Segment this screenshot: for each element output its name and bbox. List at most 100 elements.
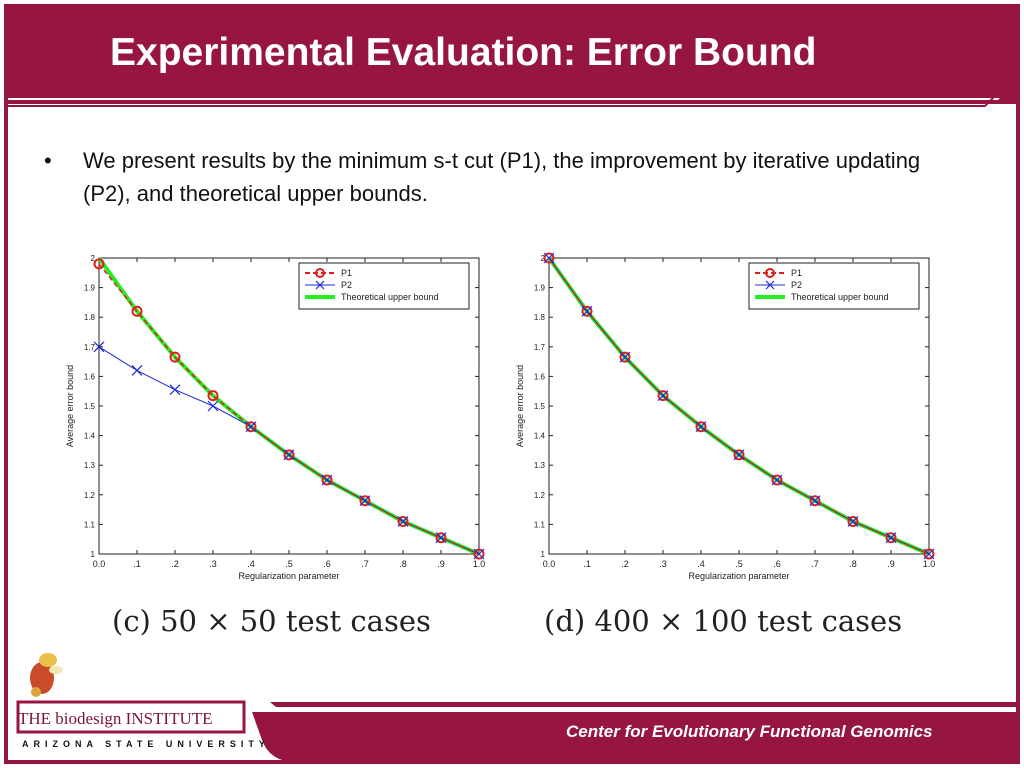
legend-p2-marker	[765, 280, 775, 290]
x-tick-label: .1	[133, 559, 141, 569]
p1-point	[847, 515, 859, 527]
p2-point-stroke	[581, 305, 593, 317]
y-tick-label: 1.6	[84, 372, 96, 381]
p2-point-stroke	[473, 548, 485, 560]
p2-point	[809, 495, 821, 507]
p2-point	[473, 548, 485, 560]
p2-point	[169, 384, 181, 396]
chart-caption-d: (d) 400 × 100 test cases	[544, 604, 903, 638]
x-tick-label: .8	[849, 559, 857, 569]
p1-point	[885, 532, 897, 544]
bullet-text: We present results by the minimum s-t cu…	[83, 148, 921, 206]
p2-point	[283, 449, 295, 461]
header-band	[6, 6, 1018, 98]
x-tick-label: .6	[773, 559, 781, 569]
header-underline	[6, 80, 1018, 104]
y-axis-label: Average error bound	[65, 365, 75, 447]
p1-point	[543, 252, 555, 264]
p2-point-stroke	[321, 474, 333, 486]
y-tick-label: 1.9	[534, 284, 546, 293]
x-tick-label: 1.0	[923, 559, 936, 569]
y-tick-label: 1.2	[84, 491, 96, 500]
p1-point	[581, 305, 593, 317]
legend-p2-label: P2	[791, 280, 802, 290]
p2-point-stroke	[245, 421, 257, 433]
x-tick-label: .2	[621, 559, 629, 569]
y-tick-label: 1.8	[84, 313, 96, 322]
legend-p1-marker	[765, 268, 775, 278]
p1-point	[733, 449, 745, 461]
logo-university-text: ARIZONA STATE UNIVERSITY	[22, 739, 270, 749]
logo-figure-icon	[30, 653, 63, 697]
p2-point	[93, 341, 105, 353]
x-tick-label: .5	[285, 559, 293, 569]
p2-point	[771, 474, 783, 486]
x-tick-label: .9	[887, 559, 895, 569]
legend-p2-label: P2	[341, 280, 352, 290]
x-axis-label: Regularization parameter	[238, 571, 339, 581]
legend-p1-label: P1	[341, 268, 352, 278]
x-tick-label: .1	[583, 559, 591, 569]
x-tick-label: 1.0	[473, 559, 486, 569]
p1-point	[283, 449, 295, 461]
y-tick-label: 1.1	[534, 520, 546, 529]
x-tick-label: 0.0	[543, 559, 556, 569]
y-tick-label: 2	[91, 254, 96, 263]
p2-point	[435, 532, 447, 544]
y-tick-label: 1.1	[84, 520, 96, 529]
p2-point	[207, 400, 219, 412]
p2-point-stroke	[733, 449, 745, 461]
y-tick-label: 1.5	[84, 402, 96, 411]
p2-point-stroke	[207, 400, 219, 412]
p2-point-stroke	[923, 548, 935, 560]
footer-center-name: Center for Evolutionary Functional Genom…	[566, 722, 933, 741]
p1-point	[619, 351, 631, 363]
p2-point-stroke	[543, 252, 555, 264]
legend-box	[748, 262, 920, 310]
footer-band	[252, 712, 1018, 762]
p2-point-stroke	[885, 532, 897, 544]
p2-point-stroke	[695, 421, 707, 433]
y-tick-label: 1.3	[84, 461, 96, 470]
y-tick-label: 1	[541, 550, 546, 559]
p2-point-stroke	[283, 449, 295, 461]
x-tick-label: .3	[209, 559, 217, 569]
legend-bound-label: Theoretical upper bound	[791, 292, 889, 302]
logo-institute-text: THE biodesign INSTITUTE	[18, 709, 213, 728]
x-tick-label: .8	[399, 559, 407, 569]
series-line-p1	[98, 263, 480, 555]
p2-point	[131, 365, 143, 376]
y-tick-label: 1.6	[534, 372, 546, 381]
p2-point	[619, 351, 631, 363]
p2-point	[321, 474, 333, 486]
bullet-dot: •	[44, 148, 52, 173]
p1-point	[245, 421, 257, 433]
p2-point-stroke	[657, 390, 669, 402]
x-tick-label: .9	[437, 559, 445, 569]
p1-point	[657, 390, 669, 402]
p2-point-stroke	[131, 365, 143, 376]
x-tick-label: .4	[697, 559, 705, 569]
legend-p2-marker	[315, 280, 325, 290]
p2-point	[397, 516, 409, 527]
y-tick-label: 1.2	[534, 491, 546, 500]
logo-box	[16, 700, 246, 734]
p2-point-stroke	[847, 516, 859, 527]
x-axis-label: Regularization parameter	[688, 571, 789, 581]
p2-point-stroke	[619, 351, 631, 363]
p2-point-stroke	[169, 384, 181, 396]
legend-p1-marker	[315, 268, 325, 278]
p2-point-stroke	[435, 532, 447, 544]
p2-point	[657, 390, 669, 402]
y-axis-label: Average error bound	[515, 365, 525, 447]
p1-point	[93, 258, 105, 270]
p2-point-stroke	[397, 516, 409, 527]
legend-bound-label: Theoretical upper bound	[341, 292, 439, 302]
legend-p1-label: P1	[791, 268, 802, 278]
p1-point	[131, 305, 143, 317]
p2-point-stroke	[93, 341, 105, 353]
p1-point	[359, 495, 371, 507]
y-tick-label: 1.7	[534, 343, 546, 352]
slide-title: Experimental Evaluation: Error Bound	[110, 31, 817, 74]
